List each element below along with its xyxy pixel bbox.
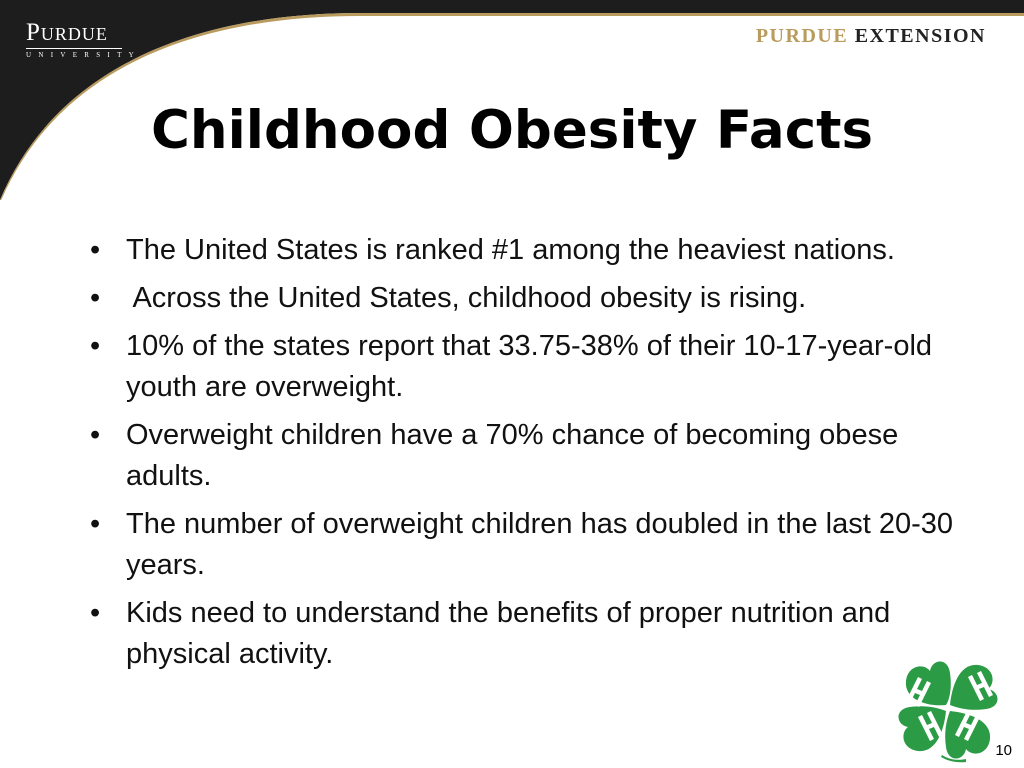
bullet-item: • The United States is ranked #1 among th… — [84, 230, 954, 271]
bullet-item: • Kids need to understand the benefits of… — [84, 593, 954, 675]
brand-extension: EXTENSION — [854, 25, 986, 47]
bullet-item: • The number of overweight children has d… — [84, 504, 954, 586]
bullet-list: • The United States is ranked #1 among th… — [84, 230, 954, 682]
bullet-text: 10% of the states report that 33.75-38% … — [126, 330, 933, 403]
bullet-glyph: • — [90, 419, 101, 451]
bullet-text: Overweight children have a 70% chance of… — [126, 419, 899, 492]
logo-wordmark: Purdue — [26, 19, 108, 46]
purdue-extension-brand: PURDUE EXTENSION — [756, 25, 986, 48]
bullet-text: The United States is ranked #1 among the… — [126, 234, 895, 266]
bullet-glyph: • — [90, 597, 101, 629]
bullet-text: Kids need to understand the benefits of … — [126, 597, 891, 670]
logo-subtitle: UNIVERSITY — [26, 51, 141, 59]
bullet-glyph: • — [90, 282, 101, 314]
slide-title: Childhood Obesity Facts — [151, 100, 873, 161]
logo-rule — [26, 48, 122, 49]
bullet-glyph: • — [90, 508, 101, 540]
bullet-item: • Overweight children have a 70% chance o… — [84, 415, 954, 497]
bullet-item: • Across the United States, childhood ob… — [84, 278, 954, 319]
bullet-glyph: • — [90, 234, 101, 266]
brand-purdue: PURDUE — [755, 25, 849, 47]
bullet-glyph: • — [90, 330, 101, 362]
bullet-text: Across the United States, childhood obes… — [126, 282, 807, 314]
4h-clover-icon — [898, 661, 998, 763]
purdue-university-logo: Purdue UNIVERSITY — [26, 20, 141, 59]
header-swoosh — [0, 0, 1024, 200]
bullet-item: • 10% of the states report that 33.75-38%… — [84, 326, 954, 408]
page-number: 10 — [995, 742, 1012, 759]
bullet-text: The number of overweight children has do… — [126, 508, 954, 581]
